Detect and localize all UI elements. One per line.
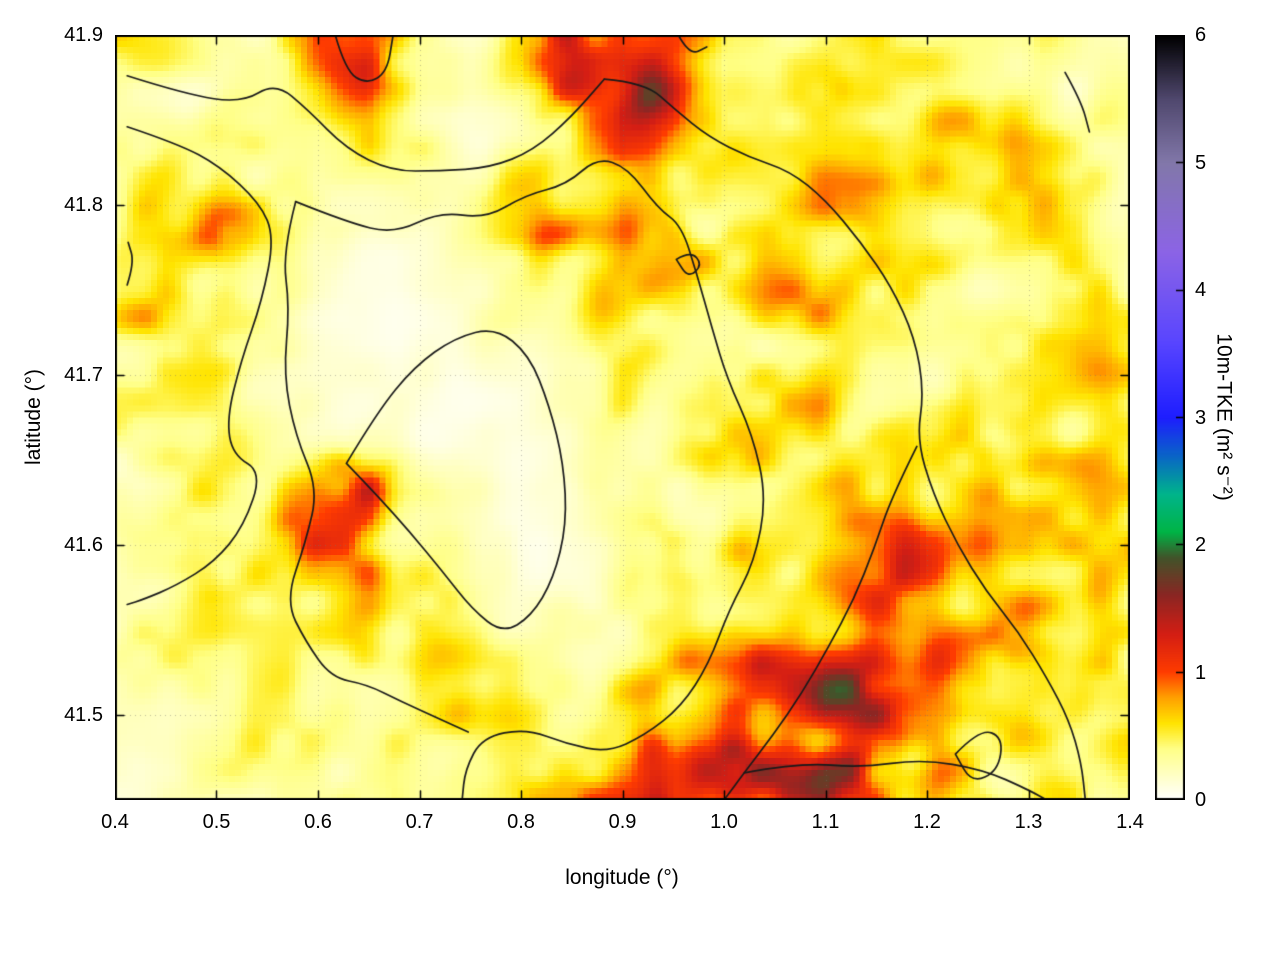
y-tick-label: 41.6	[64, 534, 103, 556]
colorbar-tick-label: 2	[1195, 534, 1207, 556]
heatmap-plot-area	[115, 35, 1130, 800]
colorbar-tick-label: 4	[1195, 279, 1207, 301]
y-axis-title: latitude (°)	[22, 369, 45, 465]
colorbar-tick-label: 5	[1195, 151, 1207, 174]
y-tick-label: 41.9	[64, 24, 103, 46]
x-tick-label: 0.4	[101, 811, 129, 833]
colorbar-tick-label: 1	[1195, 661, 1207, 684]
x-tick-label: 1.3	[1014, 811, 1043, 833]
y-tick-label: 41.8	[64, 194, 103, 216]
y-tick-label: 41.5	[64, 704, 103, 726]
colorbar-tick-label: 0	[1195, 789, 1207, 811]
colorbar-tick-label: 6	[1195, 24, 1207, 46]
x-tick-label: 1.1	[811, 811, 840, 833]
x-tick-label: 1.2	[913, 811, 941, 833]
x-tick-label: 0.6	[304, 811, 332, 833]
x-tick-label: 0.7	[405, 811, 434, 833]
x-axis-title: longitude (°)	[565, 866, 679, 889]
x-tick-label: 0.8	[507, 811, 535, 833]
y-tick-label: 41.7	[64, 364, 103, 386]
x-tick-label: 1.0	[710, 811, 738, 833]
x-tick-label: 0.9	[608, 811, 637, 833]
colorbar	[1155, 35, 1185, 800]
colorbar-tick-label: 3	[1195, 406, 1207, 429]
colorbar-canvas	[1155, 35, 1185, 800]
colorbar-title: 10m-TKE (m² s⁻²)	[1212, 333, 1236, 501]
contours-grid-frame-canvas	[115, 35, 1130, 800]
x-tick-label: 1.4	[1116, 811, 1144, 833]
x-tick-label: 0.5	[202, 811, 231, 833]
